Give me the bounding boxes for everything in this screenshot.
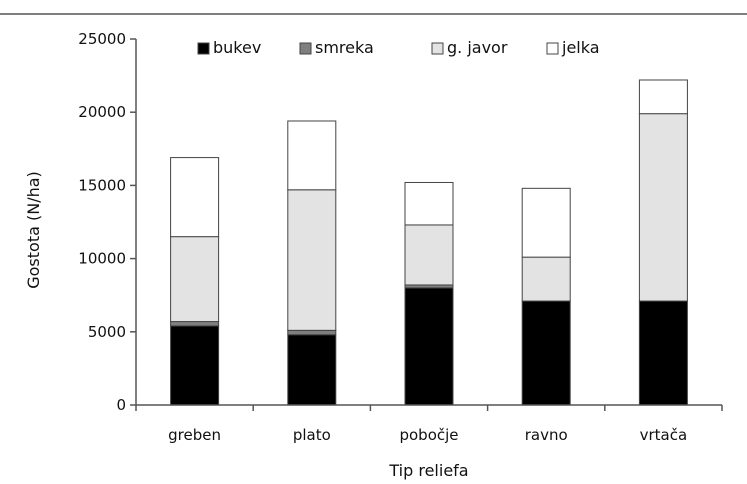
bar-segment-smreka: [287, 329, 337, 336]
bar-segment-bukev: [170, 325, 220, 406]
y-tick-label: 0: [116, 396, 126, 414]
legend-swatch: [546, 42, 559, 55]
bar-segment-bukev: [638, 300, 688, 406]
x-tick-label: ravno: [525, 426, 568, 444]
bar-segment-jelka: [287, 120, 337, 191]
bar-segment-gjavor: [521, 256, 571, 302]
bar-segment-smreka: [170, 321, 220, 327]
bar-segment-jelka: [404, 181, 454, 226]
x-tick-label: greben: [168, 426, 221, 444]
legend-swatch: [431, 42, 444, 55]
bar-segment-jelka: [521, 187, 571, 258]
bar-segment-gjavor: [170, 236, 220, 323]
y-tick-label: 5000: [88, 323, 126, 341]
bar-segment-gjavor: [404, 224, 454, 286]
legend-label: jelka: [561, 38, 600, 57]
legend-label: smreka: [315, 38, 374, 57]
y-tick-label: 25000: [78, 30, 126, 48]
bar-segment-bukev: [287, 334, 337, 406]
y-tick-label: 10000: [78, 250, 126, 268]
bar-segment-gjavor: [638, 113, 688, 302]
legend-label: bukev: [213, 38, 261, 57]
bar-segment-bukev: [404, 287, 454, 406]
y-axis-label: Gostota (N/ha): [24, 171, 43, 289]
y-tick-label: 15000: [78, 176, 126, 194]
x-tick-label: pobočje: [399, 426, 458, 444]
x-tick-label: vrtača: [640, 426, 688, 444]
bar-segment-jelka: [638, 79, 688, 115]
bar-segment-bukev: [521, 300, 571, 406]
legend-swatch: [299, 42, 312, 55]
x-axis-label: Tip reliefa: [388, 461, 468, 480]
x-tick-label: plato: [293, 426, 331, 444]
legend-label: g. javor: [447, 38, 508, 57]
bar-segment-gjavor: [287, 189, 337, 331]
legend-swatch: [197, 42, 210, 55]
y-tick-label: 20000: [78, 103, 126, 121]
bar-segment-jelka: [170, 157, 220, 238]
